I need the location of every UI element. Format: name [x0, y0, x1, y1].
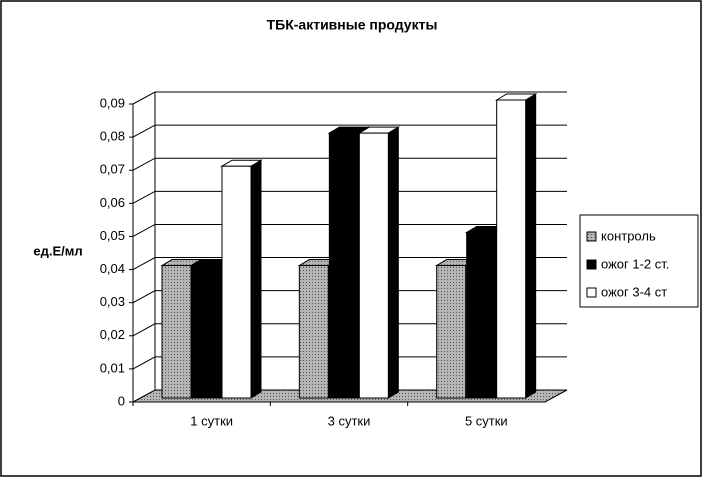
y-tick-label: 0,03 — [100, 294, 125, 309]
bar — [298, 265, 329, 399]
bar — [328, 132, 359, 399]
legend-swatch — [586, 259, 597, 270]
legend-label: ожог 3-4 ст — [601, 284, 667, 299]
grid-line — [132, 124, 567, 138]
y-tick-label: 0,06 — [100, 195, 125, 210]
legend-label: контроль — [601, 228, 656, 243]
y-tick-label: 0 — [118, 393, 125, 408]
legend-swatch — [586, 231, 597, 242]
grid-line — [132, 356, 567, 370]
grid-line — [132, 323, 567, 337]
bar — [466, 231, 497, 399]
legend — [579, 214, 699, 308]
x-tick-label: 1 сутки — [190, 413, 233, 428]
y-tick-label: 0,01 — [100, 360, 125, 375]
y-tick-label: 0,05 — [100, 228, 125, 243]
bar — [221, 165, 252, 399]
bar — [191, 265, 222, 399]
y-tick-label: 0,08 — [100, 129, 125, 144]
grid-line — [132, 223, 567, 237]
bar — [358, 132, 389, 399]
y-tick-label: 0,02 — [100, 327, 125, 342]
y-tick-label: 0,07 — [100, 162, 125, 177]
x-tick-label: 3 сутки — [328, 413, 371, 428]
y-tick-label: 0,09 — [100, 95, 125, 110]
y-axis-label: ед.Е/мл — [33, 243, 82, 258]
grid-line — [132, 190, 567, 204]
grid-line — [132, 257, 567, 270]
chart-title: ТБК-активные продукты — [267, 17, 438, 33]
bar-side — [387, 126, 399, 399]
bar — [496, 99, 527, 399]
x-tick-label: 5 сутки — [465, 413, 508, 428]
legend-swatch — [586, 287, 597, 298]
grid-line — [132, 91, 567, 105]
grid-line — [132, 290, 567, 304]
grid-line — [132, 157, 567, 171]
bar-side — [525, 93, 537, 399]
y-tick-label: 0,04 — [100, 261, 125, 276]
bar — [436, 265, 467, 399]
legend-label: ожог 1-2 ст. — [601, 256, 669, 271]
bar-side — [250, 159, 262, 399]
bar — [161, 265, 192, 399]
